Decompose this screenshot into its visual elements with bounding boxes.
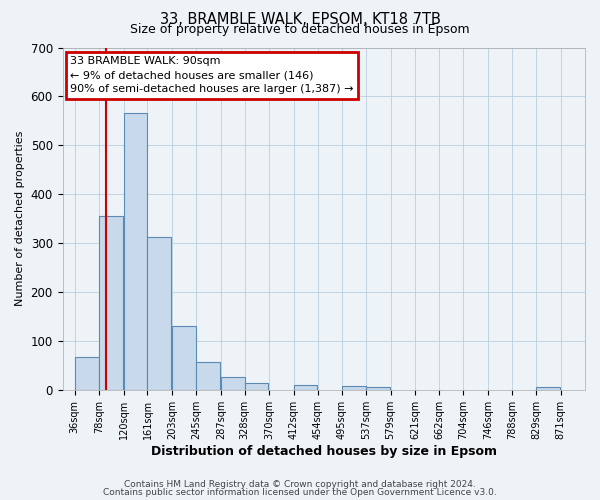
Bar <box>536 388 560 390</box>
Y-axis label: Number of detached properties: Number of detached properties <box>15 131 25 306</box>
Bar <box>75 356 98 390</box>
Bar <box>124 112 148 390</box>
Bar <box>172 326 196 390</box>
Bar <box>293 385 317 390</box>
Text: Size of property relative to detached houses in Epsom: Size of property relative to detached ho… <box>130 24 470 36</box>
Bar <box>148 238 172 390</box>
Text: Contains HM Land Registry data © Crown copyright and database right 2024.: Contains HM Land Registry data © Crown c… <box>124 480 476 489</box>
Bar <box>196 362 220 390</box>
Text: 33, BRAMBLE WALK, EPSOM, KT18 7TB: 33, BRAMBLE WALK, EPSOM, KT18 7TB <box>160 12 440 28</box>
Text: 33 BRAMBLE WALK: 90sqm
← 9% of detached houses are smaller (146)
90% of semi-det: 33 BRAMBLE WALK: 90sqm ← 9% of detached … <box>70 56 354 94</box>
Bar <box>99 216 123 390</box>
Bar <box>245 383 268 390</box>
Text: Contains public sector information licensed under the Open Government Licence v3: Contains public sector information licen… <box>103 488 497 497</box>
Bar <box>366 388 390 390</box>
Bar <box>221 376 245 390</box>
X-axis label: Distribution of detached houses by size in Epsom: Distribution of detached houses by size … <box>151 444 497 458</box>
Bar <box>342 386 365 390</box>
